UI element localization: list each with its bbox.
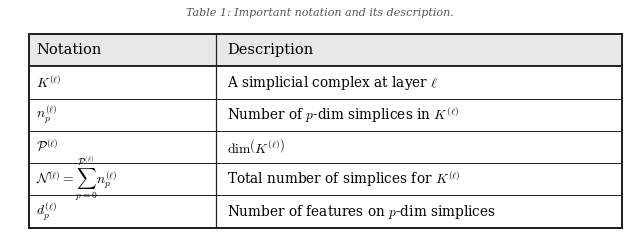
Text: $K^{(\ell)}$: $K^{(\ell)}$ [36, 74, 62, 91]
Text: Number of features on $p$-dim simplices: Number of features on $p$-dim simplices [227, 203, 496, 221]
Text: Number of $p$-dim simplices in $K^{(\ell)}$: Number of $p$-dim simplices in $K^{(\ell… [227, 105, 460, 125]
Text: $\mathcal{P}^{(\ell)}$: $\mathcal{P}^{(\ell)}$ [36, 139, 59, 155]
Text: Total number of simplices for $K^{(\ell)}$: Total number of simplices for $K^{(\ell)… [227, 169, 461, 189]
Text: $\mathcal{N}^{(\ell)} = \sum_{p=0}^{\mathcal{P}^{(\ell)}} n_p^{(\ell)}$: $\mathcal{N}^{(\ell)} = \sum_{p=0}^{\mat… [36, 155, 118, 203]
Text: $\mathrm{dim}\left(K^{(\ell)}\right)$: $\mathrm{dim}\left(K^{(\ell)}\right)$ [227, 138, 285, 156]
Text: Table 1: Important notation and its description.: Table 1: Important notation and its desc… [186, 8, 454, 18]
Text: A simplicial complex at layer $\ell$: A simplicial complex at layer $\ell$ [227, 74, 438, 92]
Text: $d_p^{(\ell)}$: $d_p^{(\ell)}$ [36, 200, 58, 223]
Text: $n_p^{(\ell)}$: $n_p^{(\ell)}$ [36, 104, 58, 126]
Text: Description: Description [227, 43, 314, 57]
Text: Notation: Notation [36, 43, 102, 57]
